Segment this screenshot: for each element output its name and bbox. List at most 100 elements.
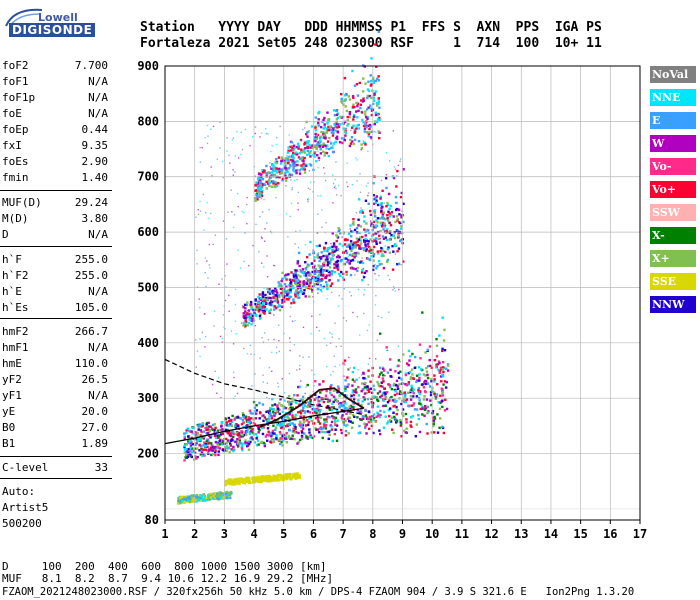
echo-point xyxy=(433,417,437,420)
echo-point xyxy=(437,368,440,372)
echo-point xyxy=(229,439,233,442)
echo-point xyxy=(184,431,188,435)
echo-point xyxy=(430,403,433,407)
param-row: h`F2 255.0 xyxy=(2,268,108,284)
echo-point xyxy=(399,424,403,427)
echo-point xyxy=(301,283,304,286)
echo-point xyxy=(415,395,419,398)
echo-point xyxy=(281,416,284,420)
echo-point xyxy=(352,221,355,224)
echo-point xyxy=(245,313,248,317)
echo-point xyxy=(368,390,371,394)
echo-point xyxy=(326,269,330,272)
echo-point xyxy=(319,288,322,292)
echo-point xyxy=(388,231,392,235)
echo-point xyxy=(265,180,268,184)
echo-point xyxy=(431,416,435,419)
echo-point xyxy=(258,179,261,182)
echo-point xyxy=(360,99,363,102)
echo-point xyxy=(422,386,426,389)
echo-point xyxy=(326,365,328,368)
param-row: hmF2 266.7 xyxy=(2,324,108,340)
echo-point xyxy=(395,201,398,205)
echo-point xyxy=(424,407,428,410)
echo-point xyxy=(368,415,371,419)
echo-point xyxy=(432,424,435,428)
echo-point xyxy=(374,231,378,235)
echo-point xyxy=(222,497,225,500)
echo-point xyxy=(275,291,279,294)
echo-point xyxy=(280,299,282,301)
echo-point xyxy=(285,473,289,476)
echo-point xyxy=(242,478,245,481)
echo-point xyxy=(305,434,308,438)
echo-point xyxy=(260,414,264,418)
echo-point xyxy=(305,436,309,439)
echo-point xyxy=(392,289,394,291)
echo-point xyxy=(325,222,327,224)
echo-point xyxy=(221,448,224,452)
echo-point xyxy=(349,291,351,293)
echo-point xyxy=(299,364,301,367)
echo-point xyxy=(330,291,333,294)
echo-point xyxy=(357,198,361,201)
echo-point xyxy=(274,412,277,415)
echo-point xyxy=(244,442,247,446)
echo-point xyxy=(399,195,403,199)
echo-point xyxy=(336,386,339,388)
echo-point xyxy=(304,243,307,246)
param-value: 3.80 xyxy=(81,212,109,225)
echo-point xyxy=(261,303,265,307)
echo-point xyxy=(341,298,343,300)
echo-point xyxy=(277,382,279,385)
echo-point xyxy=(292,151,295,155)
echo-point xyxy=(301,156,304,159)
echo-point xyxy=(363,289,366,291)
echo-point xyxy=(318,330,321,332)
echo-point xyxy=(399,421,402,424)
echo-point xyxy=(392,215,395,218)
echo-point xyxy=(441,349,444,353)
echo-point xyxy=(301,403,304,407)
echo-point xyxy=(248,424,252,427)
echo-point xyxy=(275,161,278,165)
echo-point xyxy=(210,495,214,499)
echo-point xyxy=(289,291,292,294)
echo-point xyxy=(372,416,376,420)
param-value: 255.0 xyxy=(74,269,108,282)
echo-point xyxy=(260,194,264,198)
echo-point xyxy=(244,324,247,327)
echo-point xyxy=(379,229,382,233)
echo-point xyxy=(326,254,330,257)
echo-point xyxy=(269,166,271,168)
echo-point xyxy=(183,459,186,462)
echo-point xyxy=(327,270,331,274)
echo-point xyxy=(336,126,339,129)
echo-point xyxy=(376,113,379,117)
echo-point xyxy=(303,283,306,286)
echo-point xyxy=(373,183,375,185)
echo-point xyxy=(351,421,354,424)
echo-point xyxy=(359,173,361,175)
echo-point xyxy=(273,338,275,341)
echo-point xyxy=(186,453,190,456)
echo-point xyxy=(238,480,241,483)
echo-point xyxy=(190,455,194,459)
echo-point xyxy=(329,252,332,255)
echo-point xyxy=(329,331,331,334)
echo-point xyxy=(193,433,197,436)
echo-point xyxy=(381,235,385,238)
echo-point xyxy=(301,285,305,288)
echo-point xyxy=(405,362,409,365)
echo-point xyxy=(335,345,337,348)
echo-point xyxy=(322,285,326,289)
echo-point xyxy=(306,145,309,149)
echo-point xyxy=(229,432,232,435)
echo-point xyxy=(364,82,367,85)
echo-point xyxy=(190,497,193,500)
param-name: fxI xyxy=(2,139,22,152)
echo-point xyxy=(353,138,357,142)
echo-point xyxy=(238,477,241,480)
echo-point xyxy=(269,293,271,295)
echo-point xyxy=(286,475,290,478)
